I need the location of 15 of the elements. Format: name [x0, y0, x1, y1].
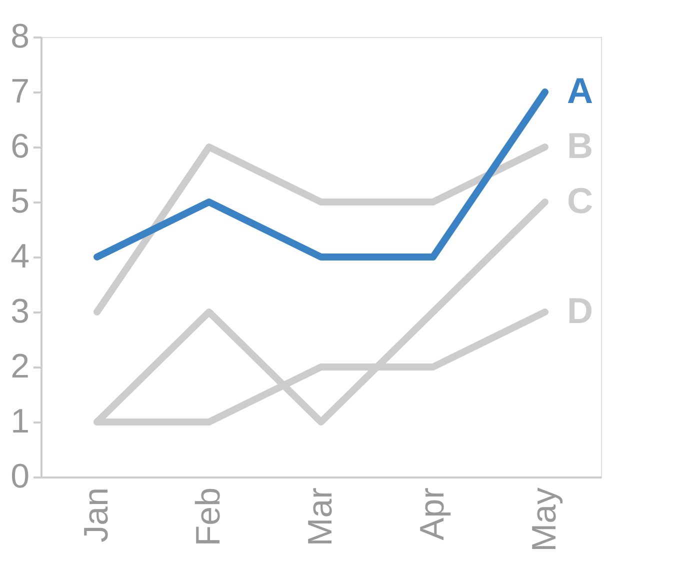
y-tick-label: 0: [10, 458, 30, 496]
x-tick-label: Apr: [414, 488, 452, 540]
x-tick-label: May: [526, 488, 564, 552]
y-tick-label: 5: [10, 182, 30, 220]
y-tick-label: 8: [10, 18, 30, 56]
x-tick-label: Jan: [78, 488, 116, 542]
x-tick-label: Mar: [302, 488, 340, 546]
x-tick-label: Feb: [190, 488, 228, 546]
series-label: A: [567, 70, 593, 111]
y-tick-label: 2: [10, 348, 30, 386]
y-tick-label: 1: [10, 402, 30, 440]
y-tick-label: 4: [10, 238, 30, 276]
y-tick-label: 3: [10, 292, 30, 330]
y-tick-label: 7: [10, 72, 30, 110]
y-tick-label: 6: [10, 128, 30, 166]
